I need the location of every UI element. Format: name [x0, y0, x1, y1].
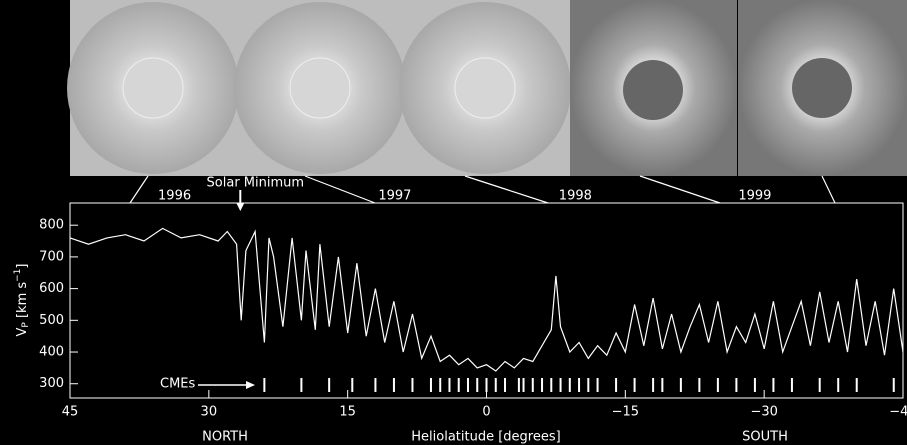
cme-mark	[374, 378, 377, 392]
cme-mark	[439, 378, 442, 392]
y-tick-label: 400	[39, 345, 64, 360]
cme-mark	[328, 378, 331, 392]
cme-mark	[679, 378, 682, 392]
cme-mark	[772, 378, 775, 392]
year-label: 1997	[378, 189, 411, 204]
image-panel	[623, 60, 683, 120]
cme-mark	[698, 378, 701, 392]
x-tick-label: 15	[339, 405, 356, 420]
cme-mark	[587, 378, 590, 392]
cme-arrow	[246, 381, 255, 389]
y-tick-label: 500	[39, 313, 64, 328]
cme-mark	[559, 378, 562, 392]
x-tick-label: −30	[750, 405, 777, 420]
pointer	[464, 175, 549, 204]
cme-mark	[753, 378, 756, 392]
cme-mark	[596, 378, 599, 392]
cme-mark	[790, 378, 793, 392]
cme-mark	[837, 378, 840, 392]
speed-line	[69, 227, 904, 372]
y-tick-label: 600	[39, 281, 64, 296]
cme-mark	[466, 378, 469, 392]
pointer	[639, 175, 721, 204]
cme-mark	[661, 378, 664, 392]
south-label: SOUTH	[742, 430, 788, 445]
ylabel-part: P	[21, 322, 31, 328]
x-axis-title: Heliolatitude [degrees]	[411, 430, 560, 445]
cme-mark	[411, 378, 414, 392]
cme-mark	[504, 378, 507, 392]
cme-mark	[392, 378, 395, 392]
cme-mark	[517, 378, 520, 392]
x-tick-label: −45	[889, 405, 907, 420]
x-tick-label: −15	[612, 405, 639, 420]
cme-mark	[522, 378, 525, 392]
cme-mark	[485, 378, 488, 392]
year-label: 1999	[738, 189, 771, 204]
pointer	[821, 175, 836, 204]
ylabel-part: V	[15, 328, 30, 337]
y-tick-label: 700	[39, 249, 64, 264]
cme-mark	[476, 378, 479, 392]
pointer	[304, 175, 376, 204]
cme-mark	[818, 378, 821, 392]
year-label: 1998	[559, 189, 592, 204]
image-panel	[454, 57, 516, 119]
cme-mark	[531, 378, 534, 392]
cme-mark	[263, 378, 266, 392]
cme-mark	[448, 378, 451, 392]
cme-mark	[457, 378, 460, 392]
solar-minimum-label: Solar Minimum	[207, 176, 305, 191]
y-tick-label: 300	[39, 376, 64, 391]
cme-mark	[716, 378, 719, 392]
y-axis-title: VP [km s−1]	[13, 263, 31, 336]
cme-mark	[652, 378, 655, 392]
ylabel-part: ]	[15, 263, 30, 268]
solar-minimum-arrow	[236, 203, 245, 211]
cme-mark	[550, 378, 553, 392]
year-label: 1996	[158, 189, 191, 204]
image-panel	[289, 57, 351, 119]
cme-mark	[494, 378, 497, 392]
pointer	[129, 175, 149, 204]
x-tick-label: 0	[482, 405, 490, 420]
cme-mark	[351, 378, 354, 392]
cme-mark	[855, 378, 858, 392]
cme-mark	[429, 378, 432, 392]
image-panel	[792, 58, 852, 118]
cme-mark	[892, 378, 895, 392]
ylabel-part: [km s	[15, 282, 30, 323]
north-label: NORTH	[202, 430, 248, 445]
cme-mark	[568, 378, 571, 392]
coronagraph-images	[67, 0, 907, 176]
cme-mark	[633, 378, 636, 392]
cme-mark	[735, 378, 738, 392]
x-tick-label: 45	[62, 405, 79, 420]
x-tick-label: 30	[201, 405, 218, 420]
image-pointers	[129, 175, 836, 204]
cme-mark	[578, 378, 581, 392]
cme-label: CMEs	[160, 377, 196, 392]
cme-mark	[615, 378, 618, 392]
image-panel	[122, 57, 184, 119]
ylabel-part: −1	[13, 269, 23, 282]
cme-mark	[541, 378, 544, 392]
cme-mark	[300, 378, 303, 392]
y-tick-label: 800	[39, 218, 64, 233]
